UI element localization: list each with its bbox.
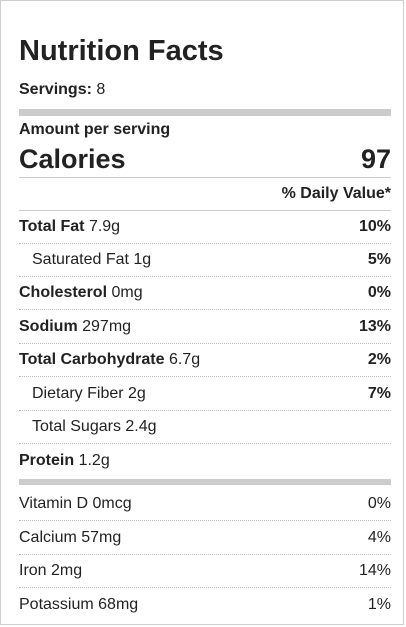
nutrient-name: Dietary Fiber: [32, 385, 124, 402]
vitamin-name: Calcium: [19, 529, 77, 546]
nutrient-amount: 1.2g: [78, 452, 110, 469]
nutrient-daily-value: 10%: [358, 218, 391, 235]
vitamin-daily-value: 14%: [358, 562, 391, 579]
vitamin-row-potassium: Potassium 68mg 1%: [19, 589, 391, 622]
nutrient-amount: 2g: [128, 385, 146, 402]
calories-value: 97: [360, 144, 391, 174]
nutrient-amount: 6.7g: [168, 351, 201, 368]
nutrient-amount: 2.4g: [125, 418, 157, 435]
nutrient-row-saturated-fat: Saturated Fat 1g 5%: [19, 244, 391, 277]
thick-divider: [19, 109, 391, 116]
vitamin-daily-value: 0%: [367, 495, 391, 512]
servings-value: 8: [96, 81, 106, 98]
nutrient-amount: 7.9g: [88, 218, 121, 235]
nutrient-row-dietary-fiber: Dietary Fiber 2g 7%: [19, 378, 391, 411]
daily-value-divider: [19, 210, 391, 211]
vitamin-amount: 68mg: [98, 596, 139, 613]
nutrient-row-total-carbohydrate: Total Carbohydrate 6.7g 2%: [19, 344, 391, 377]
nutrient-daily-value: 13%: [358, 318, 391, 335]
servings-line: Servings: 8: [19, 80, 105, 100]
nutrient-daily-value: 2%: [367, 351, 391, 368]
daily-value-header: % Daily Value*: [281, 185, 391, 202]
calories-label: Calories: [19, 144, 126, 174]
label-title: Nutrition Facts: [19, 35, 224, 67]
calories-divider: [19, 177, 391, 178]
nutrient-name: Saturated Fat: [32, 251, 129, 268]
nutrient-name: Cholesterol: [19, 284, 108, 301]
vitamin-daily-value: 4%: [367, 529, 391, 546]
nutrient-amount: 297mg: [82, 318, 132, 335]
nutrient-daily-value: 0%: [367, 284, 391, 301]
nutrient-daily-value: 5%: [367, 251, 391, 268]
nutrient-row-total-fat: Total Fat 7.9g 10%: [19, 211, 391, 244]
vitamin-daily-value: 1%: [367, 596, 391, 613]
nutrient-amount: 1g: [133, 251, 152, 268]
vitamin-name: Potassium: [19, 596, 94, 613]
vitamin-row-calcium: Calcium 57mg 4%: [19, 522, 391, 555]
nutrient-name: Total Sugars: [32, 418, 121, 435]
nutrient-row-sodium: Sodium 297mg 13%: [19, 311, 391, 344]
vitamin-row-vitamin-d: Vitamin D 0mcg 0%: [19, 488, 391, 521]
nutrient-row-total-sugars: Total Sugars 2.4g: [19, 411, 391, 444]
servings-label: Servings:: [19, 81, 92, 98]
nutrient-daily-value: 7%: [367, 385, 391, 402]
vitamin-name: Vitamin D: [19, 495, 89, 512]
nutrient-name: Protein: [19, 452, 75, 469]
amount-per-serving: Amount per serving: [19, 121, 171, 138]
vitamin-row-iron: Iron 2mg 14%: [19, 555, 391, 588]
vitamin-name: Iron: [19, 562, 47, 579]
vitamin-amount: 57mg: [81, 529, 122, 546]
nutrient-name: Total Carbohydrate: [19, 351, 165, 368]
nutrient-row-cholesterol: Cholesterol 0mg 0%: [19, 277, 391, 310]
vitamins-divider: [19, 479, 391, 485]
nutrient-amount: 0mg: [111, 284, 143, 301]
nutrient-name: Sodium: [19, 318, 78, 335]
nutrient-row-protein: Protein 1.2g: [19, 445, 391, 478]
vitamin-amount: 0mcg: [92, 495, 132, 512]
nutrient-name: Total Fat: [19, 218, 85, 235]
vitamin-amount: 2mg: [51, 562, 83, 579]
